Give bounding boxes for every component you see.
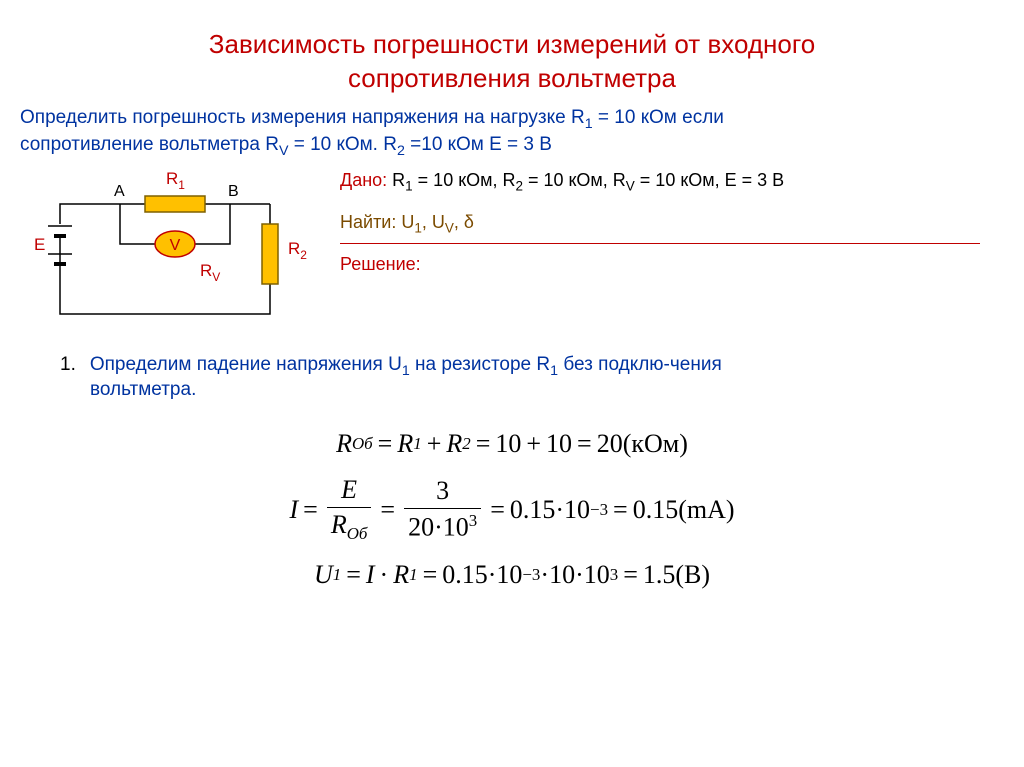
equation-1: RОб = R1 + R2 = 10 + 10 = 20(кОм) (336, 429, 688, 459)
given-text: = 10 кОм, E = 3 В (635, 170, 784, 190)
problem-text: =10 кОм E = 3 В (405, 134, 552, 155)
step-text: Определим падение напряжения U (90, 354, 402, 375)
find-label: Найти: (340, 212, 396, 232)
r2-label: R2 (288, 239, 307, 262)
step-1: 1.Определим падение напряжения U1 на рез… (0, 334, 1024, 407)
node-b-label: B (228, 183, 239, 200)
solution-label: Решение: (340, 254, 1014, 275)
problem-statement: Определить погрешность измерения напряже… (0, 96, 1024, 165)
given-label: Дано: (340, 170, 387, 190)
voltmeter-label: V (170, 237, 181, 254)
rv-label: RV (200, 261, 220, 284)
given-line: Дано: R1 = 10 кОм, R2 = 10 кОм, RV = 10 … (340, 170, 1014, 194)
find-text: , δ (454, 212, 474, 232)
node-a-label: A (114, 183, 125, 200)
problem-text: Определить погрешность измерения напряже… (20, 107, 585, 128)
find-text: , U (422, 212, 445, 232)
problem-text: = 10 кОм. R (288, 134, 397, 155)
find-text: U (396, 212, 414, 232)
step-text: без подклю-чения (558, 354, 722, 375)
given-find-block: Дано: R1 = 10 кОм, R2 = 10 кОм, RV = 10 … (320, 164, 1014, 275)
problem-text: = 10 кОм если (593, 107, 724, 128)
title-line-1: Зависимость погрешности измерений от вхо… (209, 29, 815, 59)
r1-label: R1 (166, 169, 185, 192)
given-text: = 10 кОм, R (413, 170, 516, 190)
page-title: Зависимость погрешности измерений от вхо… (0, 0, 1024, 96)
given-text: = 10 кОм, R (523, 170, 626, 190)
divider (340, 243, 980, 244)
find-line: Найти: U1, UV, δ (340, 212, 1014, 236)
equations-block: RОб = R1 + R2 = 10 + 10 = 20(кОм) I = E … (0, 407, 1024, 598)
title-line-2: сопротивления вольтметра (348, 63, 676, 93)
source-e-label: E (34, 235, 45, 254)
step-text: вольтметра. (90, 379, 196, 400)
problem-text: сопротивление вольтметра R (20, 134, 279, 155)
step-number: 1. (60, 354, 76, 375)
given-text: R (387, 170, 405, 190)
equation-2: I = E RОб = 3 20·103 = 0.15·10−3 = 0.15(… (289, 475, 734, 544)
circuit-diagram: V A B E R1 R2 RV (10, 164, 320, 334)
step-text: на резисторе R (410, 354, 550, 375)
equation-3: U1 = I·R1 = 0.15·10−3 ·10·103 = 1.5(В) (314, 560, 710, 590)
